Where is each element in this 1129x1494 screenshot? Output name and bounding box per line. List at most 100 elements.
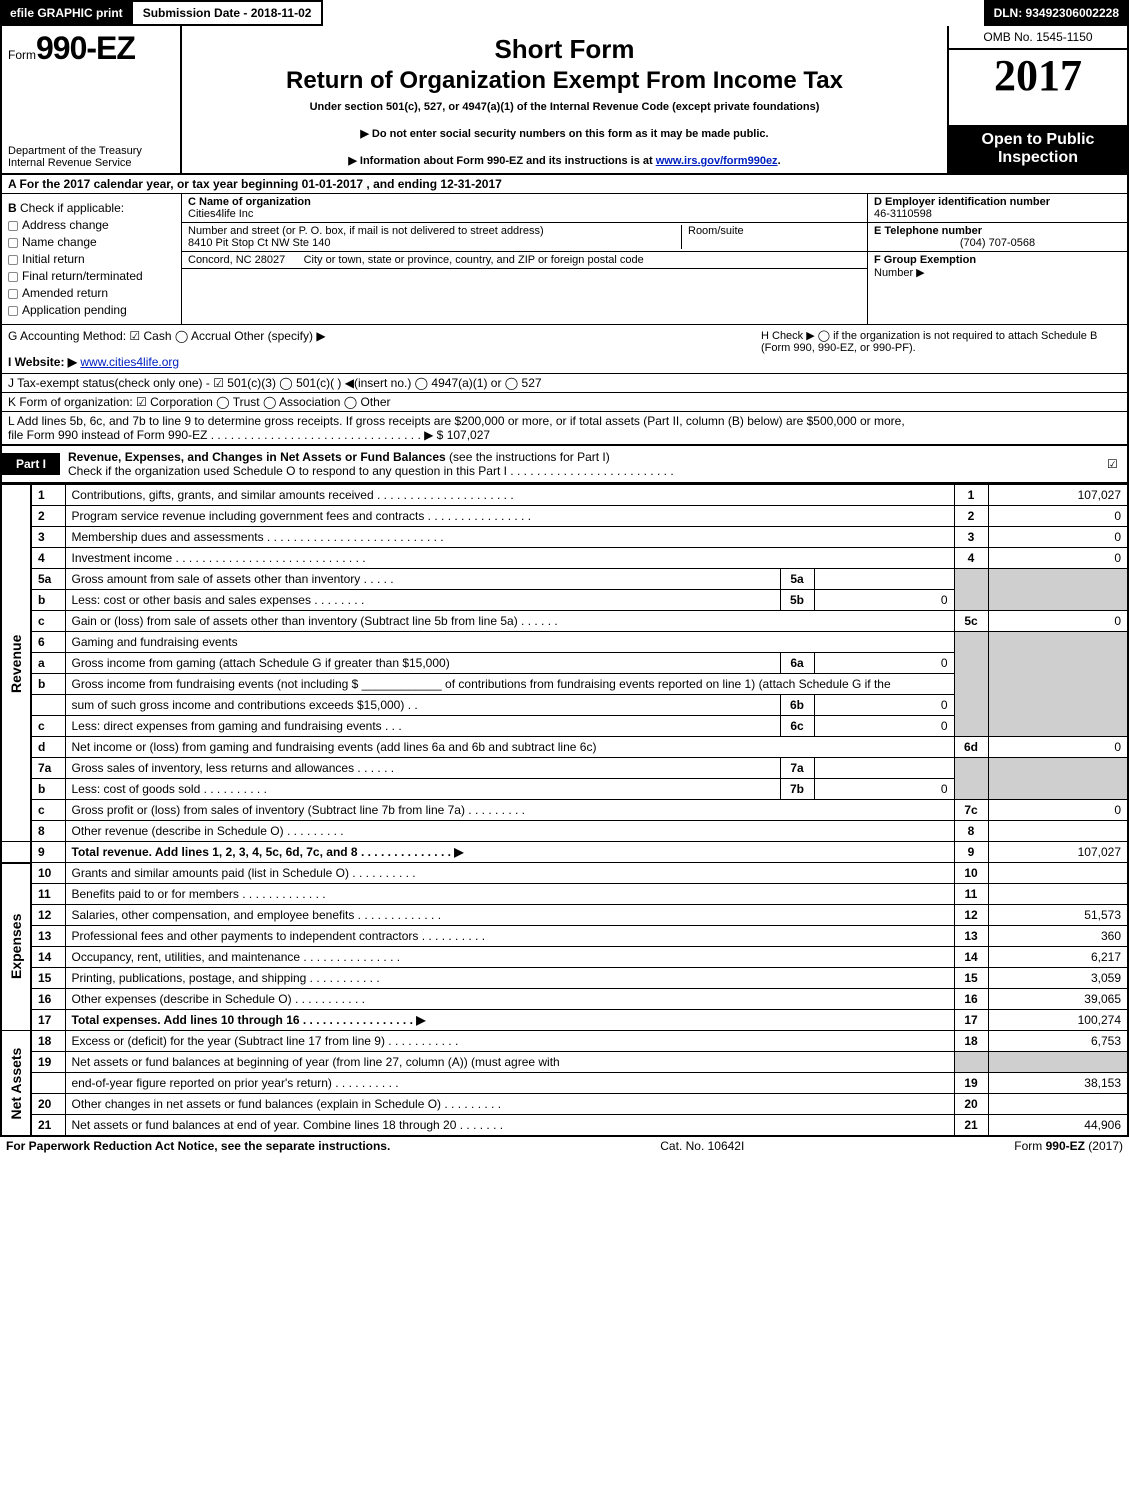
omb-number: OMB No. 1545-1150 (949, 26, 1127, 50)
line-ref: 5c (954, 611, 988, 632)
line-l: L Add lines 5b, 6c, and 7b to line 9 to … (2, 411, 1127, 444)
check-initial-return[interactable]: Initial return (8, 252, 175, 266)
room-suite: Room/suite (681, 225, 861, 249)
mini-val: 0 (814, 653, 954, 674)
line-num: b (31, 590, 65, 611)
line-desc: Other changes in net assets or fund bala… (65, 1094, 954, 1115)
line-val (988, 821, 1128, 842)
check-address-change[interactable]: Address change (8, 218, 175, 232)
line-desc: Contributions, gifts, grants, and simila… (65, 485, 954, 506)
line-val: 44,906 (988, 1115, 1128, 1137)
line-desc: Other revenue (describe in Schedule O) .… (65, 821, 954, 842)
line-val: 360 (988, 926, 1128, 947)
line-desc: Occupancy, rent, utilities, and maintena… (65, 947, 954, 968)
line-desc: sum of such gross income and contributio… (65, 695, 780, 716)
part1-desc2: Check if the organization used Schedule … (68, 464, 1099, 478)
line-desc: Gross income from gaming (attach Schedul… (65, 653, 780, 674)
form-header: Form990-EZ Department of the Treasury In… (0, 26, 1129, 175)
line-num: 12 (31, 905, 65, 926)
line-num: 16 (31, 989, 65, 1010)
short-form-title: Short Form (188, 34, 941, 65)
line-val (988, 884, 1128, 905)
mini-ref: 6c (780, 716, 814, 737)
website-link[interactable]: www.cities4life.org (80, 355, 179, 369)
line-val: 3,059 (988, 968, 1128, 989)
line-ref: 12 (954, 905, 988, 926)
line-ref: 7c (954, 800, 988, 821)
line-desc: Less: cost of goods sold . . . . . . . .… (65, 779, 780, 800)
line-val: 51,573 (988, 905, 1128, 926)
e-label: E Telephone number (874, 225, 1121, 237)
mini-ref: 7a (780, 758, 814, 779)
mini-val: 0 (814, 590, 954, 611)
line-desc: Membership dues and assessments . . . . … (65, 527, 954, 548)
line-desc: Investment income . . . . . . . . . . . … (65, 548, 954, 569)
warning-line: ▶ Do not enter social security numbers o… (188, 127, 941, 140)
part1-checkbox[interactable]: ☑ (1107, 457, 1127, 471)
line-desc: Net assets or fund balances at beginning… (65, 1052, 954, 1073)
line-desc: Gross amount from sale of assets other t… (65, 569, 780, 590)
line-desc: Program service revenue including govern… (65, 506, 954, 527)
line-val: 0 (988, 611, 1128, 632)
line-val: 6,217 (988, 947, 1128, 968)
mini-ref: 5a (780, 569, 814, 590)
footer-cat: Cat. No. 10642I (660, 1139, 744, 1153)
line-ref: 18 (954, 1031, 988, 1052)
line-num: c (31, 716, 65, 737)
department: Department of the Treasury Internal Reve… (8, 145, 174, 169)
line-val: 0 (988, 737, 1128, 758)
info-link[interactable]: www.irs.gov/form990ez (656, 155, 778, 167)
line-desc: Less: cost or other basis and sales expe… (65, 590, 780, 611)
line-desc: Gross sales of inventory, less returns a… (65, 758, 780, 779)
tax-year: 2017 (949, 50, 1127, 125)
line-desc: Net income or (loss) from gaming and fun… (65, 737, 954, 758)
line-ref: 16 (954, 989, 988, 1010)
mini-ref: 6b (780, 695, 814, 716)
line-ref: 3 (954, 527, 988, 548)
line-ref: 21 (954, 1115, 988, 1137)
footer-left: For Paperwork Reduction Act Notice, see … (6, 1139, 390, 1153)
line-num: d (31, 737, 65, 758)
part1-label: Part I (2, 453, 60, 475)
check-application-pending[interactable]: Application pending (8, 303, 175, 317)
mini-ref: 5b (780, 590, 814, 611)
netassets-side-label: Net Assets (1, 1031, 31, 1137)
line-k: K Form of organization: ☑ Corporation ◯ … (2, 392, 1127, 411)
line-ref: 17 (954, 1010, 988, 1031)
line-num: c (31, 611, 65, 632)
check-final-return[interactable]: Final return/terminated (8, 269, 175, 283)
street: 8410 Pit Stop Ct NW Ste 140 (188, 237, 681, 249)
line-ref: 11 (954, 884, 988, 905)
line-num: c (31, 800, 65, 821)
line-ref: 10 (954, 863, 988, 884)
street-label: Number and street (or P. O. box, if mail… (188, 225, 681, 237)
check-amended-return[interactable]: Amended return (8, 286, 175, 300)
efile-print-button[interactable]: efile GRAPHIC print (0, 0, 133, 26)
footer-right: Form 990-EZ (2017) (1014, 1139, 1123, 1153)
line-ref: 2 (954, 506, 988, 527)
form-number: Form990-EZ (8, 30, 174, 67)
line-val: 0 (988, 506, 1128, 527)
mini-val: 0 (814, 716, 954, 737)
line-h: H Check ▶ ◯ if the organization is not r… (761, 329, 1121, 369)
line-val: 0 (988, 800, 1128, 821)
line-j: J Tax-exempt status(check only one) - ☑ … (2, 373, 1127, 392)
d-label: D Employer identification number (874, 196, 1121, 208)
line-desc: end-of-year figure reported on prior yea… (65, 1073, 954, 1094)
line-desc: Gaming and fundraising events (65, 632, 954, 653)
submission-date: Submission Date - 2018-11-02 (133, 0, 324, 26)
line-num: 6 (31, 632, 65, 653)
line-desc: Total revenue. Add lines 1, 2, 3, 4, 5c,… (65, 842, 954, 863)
mini-val: 0 (814, 779, 954, 800)
check-if-applicable: B Check if applicable: Address change Na… (2, 194, 182, 324)
line-a-ending: , and ending 12-31-2017 (366, 177, 501, 191)
line-val: 107,027 (988, 842, 1128, 863)
main-title: Return of Organization Exempt From Incom… (188, 67, 941, 95)
line-num: 5a (31, 569, 65, 590)
line-ref: 6d (954, 737, 988, 758)
check-name-change[interactable]: Name change (8, 235, 175, 249)
line-val (988, 863, 1128, 884)
line-num: 1 (31, 485, 65, 506)
line-desc: Benefits paid to or for members . . . . … (65, 884, 954, 905)
top-bar: efile GRAPHIC print Submission Date - 20… (0, 0, 1129, 26)
